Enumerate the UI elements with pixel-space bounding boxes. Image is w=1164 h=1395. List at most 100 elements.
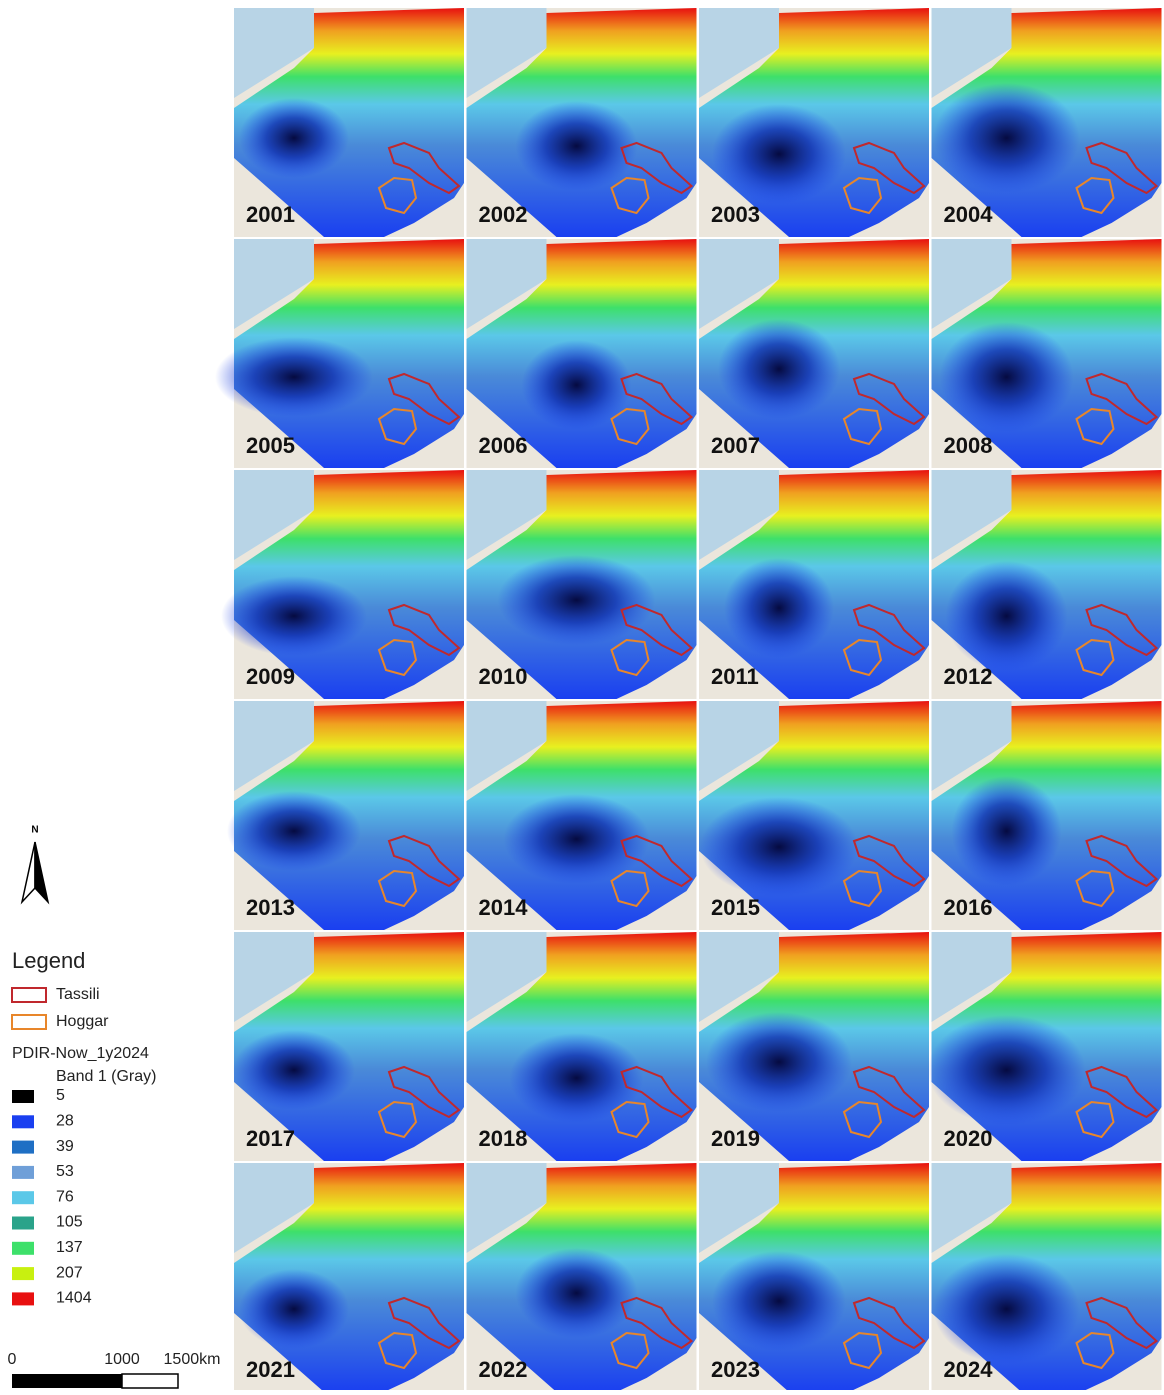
map-panel: 2009 — [221, 470, 464, 699]
dry-core — [706, 1012, 852, 1112]
map-panel: 2017 — [233, 932, 464, 1161]
map-panel: 2006 — [466, 239, 697, 468]
year-label: 2024 — [944, 1357, 994, 1382]
dry-core — [700, 797, 858, 897]
tassili-outline — [852, 834, 926, 888]
map-panel: 2015 — [699, 701, 929, 930]
year-label: 2005 — [246, 433, 295, 458]
year-label: 2022 — [479, 1357, 528, 1382]
sea — [466, 701, 547, 791]
year-label: 2011 — [711, 664, 759, 689]
year-label: 2007 — [711, 433, 760, 458]
hoggar-outline — [1075, 1100, 1115, 1139]
legend-swatch — [12, 1216, 34, 1230]
sea — [234, 932, 314, 1022]
dry-core — [239, 98, 349, 178]
year-label: 2004 — [944, 202, 994, 227]
hoggar-outline — [377, 407, 418, 446]
hoggar-outline — [842, 1100, 883, 1139]
sea — [234, 8, 314, 98]
year-label: 2002 — [479, 202, 528, 227]
sea — [699, 8, 779, 98]
map-panel: 2024 — [931, 1163, 1162, 1392]
legend-swatch — [12, 1191, 34, 1205]
dry-core — [497, 555, 656, 645]
tassili-outline — [852, 603, 926, 657]
hoggar-outline — [842, 407, 883, 446]
sea — [466, 470, 547, 560]
hoggar-outline — [610, 1100, 650, 1139]
sea — [466, 932, 547, 1022]
legend-swatch — [11, 987, 47, 1003]
legend-swatch — [12, 1241, 34, 1255]
map-panel: 2022 — [466, 1163, 697, 1392]
band-name: Band 1 (Gray) — [56, 1068, 156, 1085]
tassili-outline — [1085, 141, 1159, 195]
legend-swatch — [12, 1140, 34, 1154]
sea — [466, 1163, 547, 1253]
hoggar-outline — [377, 638, 418, 677]
legend-swatch — [12, 1292, 34, 1306]
legend-swatch — [12, 1090, 34, 1103]
dry-core — [724, 558, 834, 658]
map-panel: 2004 — [931, 8, 1162, 237]
tassili-outline — [1085, 1065, 1159, 1119]
sea — [234, 239, 314, 329]
sea — [699, 932, 779, 1022]
year-label: 2006 — [479, 433, 528, 458]
scale-label: 1000 — [104, 1351, 140, 1368]
sea — [699, 1163, 779, 1253]
north-arrow: N — [20, 825, 50, 905]
dry-core — [933, 83, 1080, 193]
tassili-outline — [387, 372, 461, 426]
hoggar-outline — [377, 176, 418, 215]
legend-label: 39 — [56, 1138, 74, 1155]
sea — [234, 701, 314, 791]
sea — [466, 239, 547, 329]
hoggar-outline — [610, 407, 650, 446]
legend-swatch — [12, 1165, 34, 1179]
legend-label: 207 — [56, 1264, 83, 1281]
tassili-outline — [620, 603, 694, 657]
hoggar-outline — [610, 638, 650, 677]
hoggar-outline — [1075, 869, 1115, 908]
hoggar-outline — [610, 176, 650, 215]
sea — [931, 470, 1012, 560]
dry-core — [215, 337, 373, 417]
dry-core — [521, 340, 632, 430]
legend-label: 1404 — [56, 1290, 92, 1307]
tassili-outline — [852, 1296, 926, 1350]
scale-label: 0 — [8, 1351, 17, 1368]
map-panel: 2008 — [931, 239, 1162, 468]
year-label: 2010 — [479, 664, 528, 689]
tassili-outline — [1085, 834, 1159, 888]
hoggar-outline — [842, 176, 883, 215]
tassili-outline — [387, 1065, 461, 1119]
map-panel: 2005 — [215, 239, 464, 468]
dry-core — [951, 776, 1062, 886]
dry-core — [933, 1254, 1080, 1364]
north-label: N — [31, 825, 38, 836]
legend-label: 5 — [56, 1087, 65, 1104]
sea — [234, 470, 314, 560]
hoggar-outline — [377, 1331, 418, 1370]
year-label: 2019 — [711, 1126, 760, 1151]
tassili-outline — [1085, 1296, 1159, 1350]
sea — [699, 701, 779, 791]
year-label: 2003 — [711, 202, 760, 227]
dry-core — [712, 1251, 846, 1351]
legend-label: 137 — [56, 1239, 83, 1256]
dry-core — [712, 104, 846, 204]
dry-core — [233, 1030, 355, 1110]
sea — [931, 932, 1012, 1022]
legend-label: Tassili — [56, 986, 100, 1003]
legend-title: Legend — [12, 948, 85, 973]
sea — [234, 1163, 314, 1253]
sea — [699, 470, 779, 560]
tassili-outline — [387, 603, 461, 657]
map-panel: 2020 — [927, 932, 1162, 1161]
year-label: 2008 — [944, 433, 993, 458]
tassili-outline — [387, 141, 461, 195]
tassili-outline — [387, 834, 461, 888]
map-panel: 2002 — [466, 8, 697, 237]
